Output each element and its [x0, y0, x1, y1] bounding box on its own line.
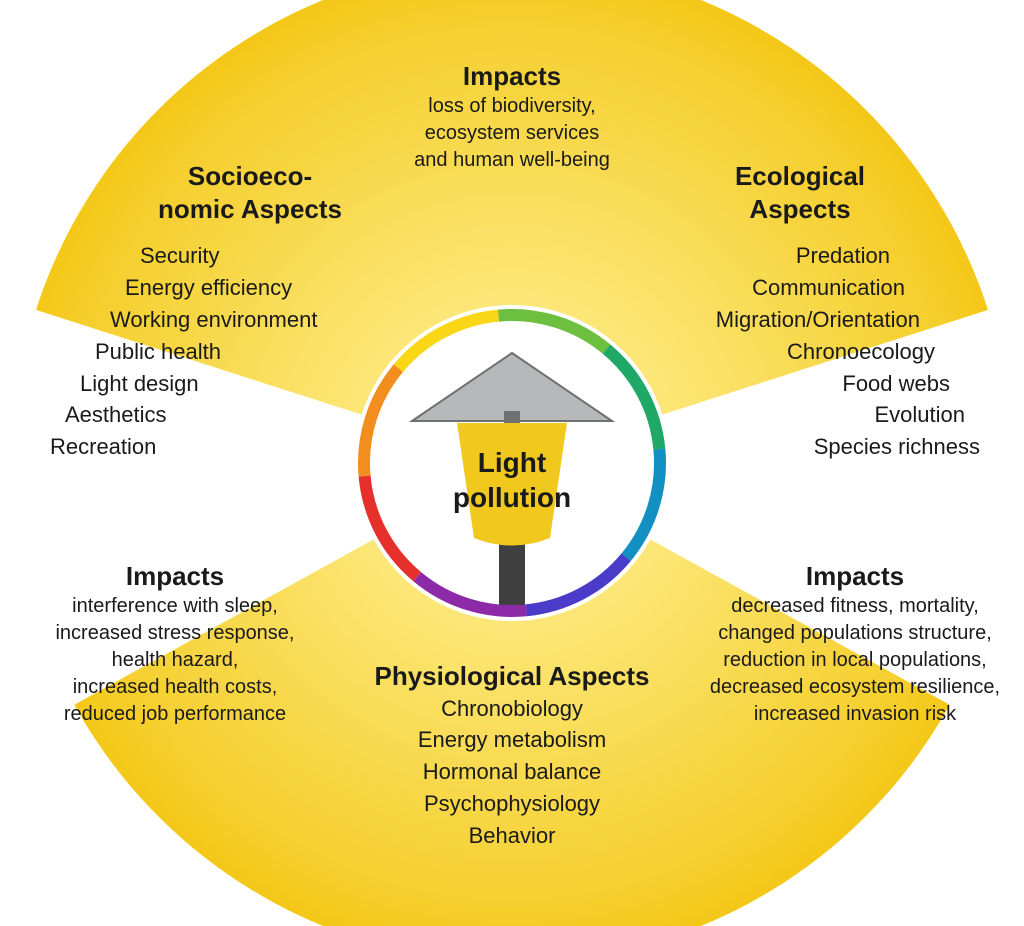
- diagram-root: Light pollution Impacts loss of biodiver…: [0, 0, 1024, 926]
- list-item: Predation: [660, 240, 980, 272]
- list-item: Light design: [50, 368, 370, 400]
- left-impacts-body: interference with sleep, increased stres…: [30, 593, 320, 728]
- center-title: Light pollution: [412, 445, 612, 515]
- list-item: Working environment: [50, 304, 370, 336]
- left-heading-line2: nomic Aspects: [158, 194, 342, 224]
- list-item: Hormonal balance: [312, 756, 712, 788]
- left-heading-line1: Socioeco-: [188, 161, 312, 191]
- list-item: Evolution: [660, 399, 980, 431]
- list-item: Species richness: [660, 431, 980, 463]
- right-impacts: Impacts decreased fitness, mortality, ch…: [700, 560, 1010, 728]
- left-list: Security Energy efficiency Working envir…: [50, 240, 370, 463]
- right-heading: Ecological Aspects: [670, 160, 930, 225]
- list-item: Recreation: [50, 431, 370, 463]
- bottom-sector: Physiological Aspects Chronobiology Ener…: [312, 660, 712, 852]
- list-item: Food webs: [660, 368, 980, 400]
- top-impacts-body: loss of biodiversity, ecosystem services…: [362, 93, 662, 174]
- right-impacts-body: decreased fitness, mortality, changed po…: [700, 593, 1010, 728]
- list-item: Public health: [50, 336, 370, 368]
- bottom-heading: Physiological Aspects: [312, 660, 712, 693]
- right-impacts-title: Impacts: [700, 560, 1010, 593]
- list-item: Communication: [660, 272, 980, 304]
- center-title-line1: Light: [478, 447, 546, 478]
- right-list: Predation Communication Migration/Orient…: [660, 240, 980, 463]
- list-item: Security: [50, 240, 370, 272]
- top-impacts-title: Impacts: [362, 60, 662, 93]
- list-item: Behavior: [312, 820, 712, 852]
- right-heading-line2: Aspects: [749, 194, 850, 224]
- top-impacts: Impacts loss of biodiversity, ecosystem …: [362, 60, 662, 174]
- list-item: Aesthetics: [50, 399, 370, 431]
- list-item: Energy efficiency: [50, 272, 370, 304]
- list-item: Psychophysiology: [312, 788, 712, 820]
- left-impacts: Impacts interference with sleep, increas…: [30, 560, 320, 728]
- list-item: Migration/Orientation: [660, 304, 980, 336]
- list-item: Chronoecology: [660, 336, 980, 368]
- left-impacts-title: Impacts: [30, 560, 320, 593]
- right-heading-line1: Ecological: [735, 161, 865, 191]
- left-heading: Socioeco- nomic Aspects: [120, 160, 380, 225]
- list-item: Energy metabolism: [312, 724, 712, 756]
- list-item: Chronobiology: [312, 693, 712, 725]
- center-title-line2: pollution: [453, 482, 571, 513]
